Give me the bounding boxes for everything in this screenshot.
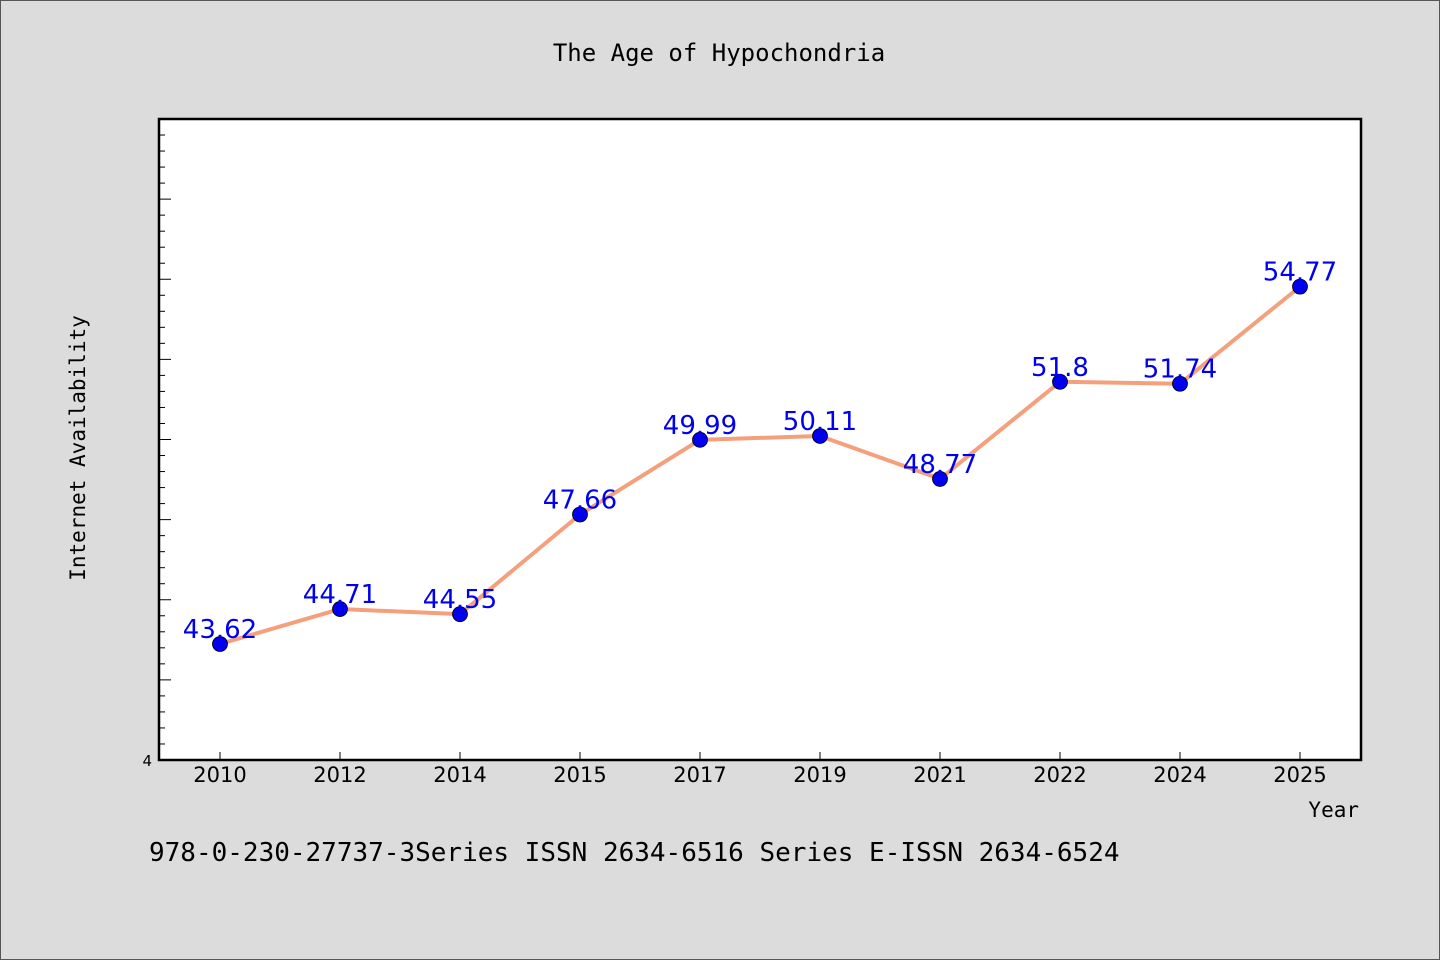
x-axis-label: Year [1308, 798, 1359, 822]
data-point [1292, 278, 1308, 295]
data-point [572, 506, 588, 523]
y-axis-label: Internet Availability [66, 315, 90, 581]
data-label: 44.71 [303, 580, 377, 610]
footer-isbn-issn: 978-0-230-27737-3Series ISSN 2634-6516 S… [149, 838, 1120, 868]
data-point [332, 601, 348, 617]
data-point [212, 636, 228, 652]
data-point [452, 606, 468, 623]
data-label: 43.62 [183, 615, 257, 645]
data-series: 43.62 44.71 44.55 47.66 49.99 50.11 48.77 51.8 5… [183, 258, 1337, 652]
x-tick-label: 2012 [313, 763, 366, 787]
x-tick-label: 2021 [913, 763, 966, 787]
data-label: 51.74 [1143, 355, 1217, 385]
data-point [1052, 373, 1068, 390]
data-point [932, 471, 948, 487]
x-tick-label: 2025 [1273, 763, 1326, 787]
x-tick-label: 2019 [793, 763, 846, 787]
x-tick-label: 2022 [1033, 763, 1086, 787]
data-label: 47.66 [543, 485, 617, 515]
data-point [692, 431, 708, 448]
data-label: 49.99 [663, 411, 737, 441]
x-tick-label: 2017 [673, 763, 726, 787]
x-tick-label: 2015 [553, 763, 606, 787]
x-tick-label: 2010 [193, 763, 246, 787]
x-tick-label: 2024 [1153, 763, 1206, 787]
data-point [1172, 375, 1188, 392]
data-label: 50.11 [783, 407, 857, 437]
data-label: 51.8 [1031, 353, 1089, 383]
series-line [218, 284, 1302, 646]
plot-area [157, 117, 1363, 762]
data-point [812, 428, 828, 444]
chart-title: The Age of Hypochondria [553, 39, 885, 67]
data-label: 54.77 [1263, 258, 1337, 288]
y-tick-label: 4 [142, 752, 152, 770]
x-axis-ticks: 2010 2012 2014 2015 2017 2019 2021 2022 2024 2025 [193, 752, 1327, 787]
data-label: 44.55 [423, 585, 497, 615]
x-tick-label: 2014 [433, 763, 486, 787]
data-label: 48.77 [903, 450, 977, 480]
y-axis-ticks: 4 [142, 118, 171, 770]
